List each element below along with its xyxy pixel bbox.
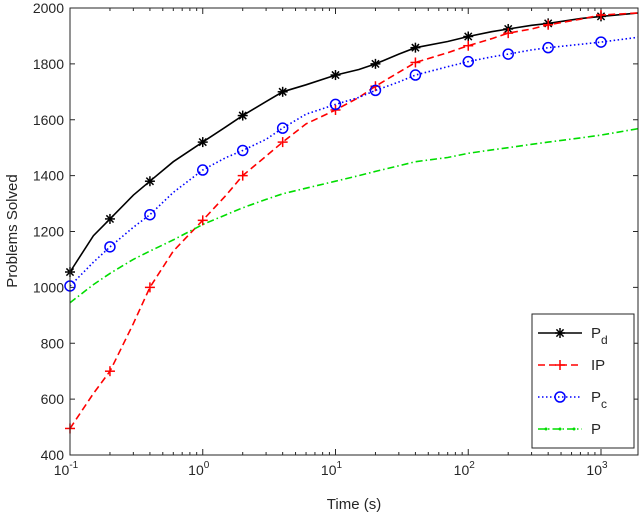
- legend-label: Pc: [591, 389, 607, 411]
- x-tick-exponent: 1: [337, 460, 343, 471]
- y-tick-label: 800: [41, 335, 65, 351]
- legend-marker: [544, 427, 548, 431]
- legend-box: [531, 313, 635, 449]
- series-marker: [502, 48, 514, 60]
- legend-marker: [554, 391, 566, 403]
- series-Pc: [64, 36, 639, 292]
- series-marker: [329, 98, 342, 111]
- legend-marker: [555, 360, 565, 370]
- y-tick-label: 1000: [33, 279, 64, 295]
- series-marker: [595, 36, 607, 48]
- series-marker: [144, 176, 155, 187]
- plot-frame: [69, 7, 639, 456]
- x-tick-base: 10: [188, 462, 204, 478]
- series-marker: [277, 86, 288, 97]
- series-marker: [370, 58, 381, 69]
- series-marker: [410, 57, 421, 68]
- legend-label-main: IP: [591, 357, 605, 374]
- series-marker: [543, 19, 554, 30]
- legend-marker: [555, 328, 565, 338]
- series-marker: [462, 55, 474, 68]
- series-marker: [197, 137, 208, 148]
- y-tick-label: 1400: [33, 168, 64, 184]
- x-tick-exponent: 3: [602, 460, 608, 471]
- series-marker: [144, 282, 155, 293]
- x-tick-base: 10: [321, 462, 337, 478]
- series-marker: [369, 84, 382, 97]
- y-tick-label: 2000: [33, 0, 64, 16]
- y-axis-ticks: 400 600 800 1000 1200 1400 1600 1800 2000: [33, 0, 638, 463]
- legend-marker: [558, 427, 562, 431]
- series-marker: [237, 170, 248, 181]
- series-Pd: [65, 11, 639, 278]
- legend-marker: [572, 427, 576, 431]
- legend-label: P: [591, 421, 601, 438]
- y-tick-label: 600: [41, 391, 65, 407]
- series-marker: [144, 208, 156, 221]
- series-marker: [196, 164, 209, 176]
- x-tick-label: 103: [586, 460, 608, 478]
- series-marker: [542, 41, 554, 54]
- series-marker: [276, 122, 289, 134]
- series-marker: [595, 9, 606, 20]
- series-marker: [409, 69, 422, 81]
- legend-entry-IP: IP: [538, 357, 605, 374]
- x-tick-exponent: 2: [469, 460, 475, 471]
- series-marker: [277, 137, 288, 148]
- series-marker: [104, 241, 116, 253]
- series-marker: [197, 215, 208, 226]
- x-tick-exponent: 0: [204, 460, 210, 471]
- x-tick-base: 10: [454, 462, 470, 478]
- series-line: [69, 12, 639, 429]
- series-marker: [463, 40, 474, 51]
- x-axis-label: Time (s): [327, 496, 381, 513]
- legend-label-main: P: [591, 325, 601, 342]
- y-tick-label: 1600: [33, 112, 64, 128]
- legend-label: Pd: [591, 325, 608, 347]
- series-marker: [104, 366, 115, 377]
- series-marker: [463, 31, 474, 42]
- series-P: [69, 127, 639, 304]
- y-tick-label: 400: [41, 447, 65, 463]
- series-line: [69, 127, 639, 304]
- x-tick-label: 101: [321, 460, 343, 478]
- series-layer: [64, 9, 639, 434]
- series-marker: [236, 144, 249, 157]
- legend-label-main: P: [591, 389, 601, 406]
- x-tick-exponent: -1: [69, 460, 78, 471]
- y-axis-label: Problems Solved: [4, 174, 21, 287]
- x-tick-label: 102: [454, 460, 476, 478]
- x-tick-label: 100: [188, 460, 210, 478]
- series-marker: [104, 213, 115, 224]
- legend-label: IP: [591, 357, 605, 374]
- legend-label-main: P: [591, 421, 601, 438]
- y-tick-label: 1200: [33, 224, 64, 240]
- legend-entry-P: P: [538, 421, 601, 438]
- x-tick-base: 10: [586, 462, 602, 478]
- y-tick-label: 1800: [33, 56, 64, 72]
- legend-entry-Pc: Pc: [538, 389, 607, 411]
- legend-label-sub: d: [601, 333, 608, 347]
- series-marker: [330, 70, 341, 81]
- series-marker: [237, 110, 248, 121]
- x-tick-label: 10-1: [54, 460, 79, 478]
- x-tick-base: 10: [54, 462, 70, 478]
- series-marker: [503, 28, 514, 39]
- legend-entry-Pd: Pd: [538, 325, 608, 347]
- legend-label-sub: c: [601, 397, 607, 411]
- series-marker: [410, 42, 421, 53]
